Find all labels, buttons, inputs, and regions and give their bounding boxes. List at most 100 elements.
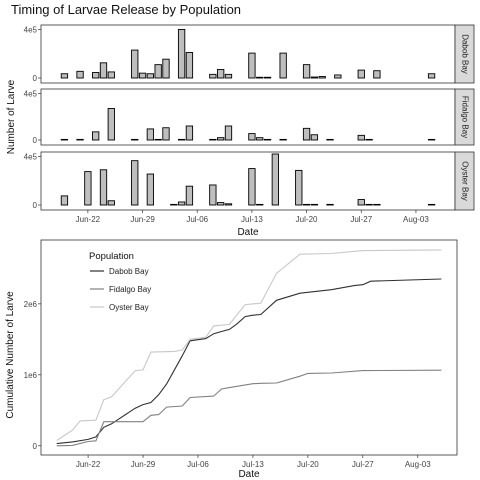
bar-oyster-bay-13 bbox=[256, 203, 264, 206]
y-tick-label: 4e5 bbox=[24, 89, 38, 98]
bar-dabob-bay-10 bbox=[177, 28, 186, 79]
x-tick-label: Jun-22 bbox=[76, 460, 101, 469]
cumulative-line-chart: 0 1e6 2e6 Jun-22 Jun-29 Jul-06 Jul-13 Jul-20 Jul… bbox=[5, 239, 458, 480]
x-tick-label: Aug-03 bbox=[403, 215, 429, 224]
legend-entry: Dabob Bay bbox=[109, 267, 149, 276]
bar-fidalgo-bay-15 bbox=[263, 138, 272, 141]
bar-fidalgo-bay-6 bbox=[154, 138, 162, 141]
bar-fidalgo-bay-19 bbox=[326, 138, 334, 141]
x-tick-label: Jul-27 bbox=[352, 460, 374, 469]
x-tick-label: Jul-06 bbox=[186, 215, 208, 224]
y-tick-label: 4e5 bbox=[24, 152, 38, 161]
bar-fidalgo-bay-21 bbox=[365, 138, 373, 141]
plot-frame bbox=[40, 239, 458, 456]
facet-strip-label: Oyster Bay bbox=[460, 161, 469, 201]
facet-strip bbox=[454, 24, 475, 84]
bar-fidalgo-bay-11 bbox=[217, 137, 225, 141]
x-tick-label: Aug-03 bbox=[405, 460, 431, 469]
y-tick-label: 0 bbox=[33, 136, 38, 145]
bar-fidalgo-bay-4 bbox=[131, 138, 139, 141]
x-axis-title: Date bbox=[238, 469, 260, 480]
y-tick-label: 2e6 bbox=[24, 300, 38, 309]
x-tick-label: Jun-22 bbox=[76, 215, 101, 224]
bar-fidalgo-bay-13 bbox=[248, 133, 256, 141]
bar-dabob-bay-7 bbox=[146, 73, 155, 79]
facet-panel-2: 0 4e5 Oyster Bay bbox=[24, 151, 475, 211]
bar-oyster-bay-7 bbox=[177, 201, 186, 206]
bar-dabob-bay-23 bbox=[357, 69, 365, 79]
bar-fidalgo-bay-16 bbox=[279, 138, 287, 141]
bar-dabob-bay-11 bbox=[185, 52, 194, 79]
y-tick-label: 0 bbox=[33, 74, 38, 83]
bar-fidalgo-bay-12 bbox=[224, 125, 233, 141]
y-tick-label: 4e5 bbox=[24, 25, 38, 34]
legend-title: Population bbox=[89, 251, 134, 262]
x-axis-title: Date bbox=[237, 227, 259, 238]
bar-dabob-bay-22 bbox=[334, 74, 342, 79]
x-tick-label: Jun-29 bbox=[130, 215, 155, 224]
bar-oyster-bay-16 bbox=[302, 203, 311, 206]
y-tick-label: 0 bbox=[33, 442, 38, 451]
facet-bar-chart: 0 4e5 Dabob Bay 0 4e5 Fidalgo Bay 0 4e5 Oyster B… bbox=[6, 24, 475, 238]
bar-oyster-bay-6 bbox=[170, 203, 178, 206]
facet-panel-0: 0 4e5 Dabob Bay bbox=[24, 24, 475, 84]
panel-frame bbox=[40, 88, 456, 146]
x-tick-label: Jul-20 bbox=[296, 215, 318, 224]
bar-fidalgo-bay-0 bbox=[60, 138, 69, 141]
bar-fidalgo-bay-7 bbox=[162, 127, 170, 141]
legend: Population Dabob Bay Fidalgo Bay Oyster Bay bbox=[89, 251, 151, 312]
bar-dabob-bay-17 bbox=[263, 76, 272, 79]
series-line-fidalgo-bay bbox=[56, 369, 442, 447]
bar-oyster-bay-2 bbox=[99, 169, 108, 206]
bar-fidalgo-bay-3 bbox=[107, 108, 115, 141]
bar-dabob-bay-12 bbox=[209, 73, 217, 79]
bar-oyster-bay-4 bbox=[131, 160, 139, 206]
bar-fidalgo-bay-17 bbox=[302, 127, 311, 141]
x-tick-label: Jul-13 bbox=[241, 215, 263, 224]
y-axis-title: Cumulative Number of Larve bbox=[5, 291, 16, 419]
bar-oyster-bay-18 bbox=[326, 203, 334, 206]
bar-dabob-bay-14 bbox=[224, 73, 233, 79]
bar-dabob-bay-18 bbox=[279, 52, 287, 79]
bar-oyster-bay-21 bbox=[373, 203, 381, 206]
facet-strip bbox=[454, 151, 475, 211]
bar-oyster-bay-17 bbox=[310, 203, 319, 206]
x-tick-label: Jul-06 bbox=[187, 460, 209, 469]
bar-oyster-bay-20 bbox=[365, 203, 373, 206]
facet-strip-label: Dabob Bay bbox=[460, 34, 469, 74]
legend-entry: Oyster Bay bbox=[109, 303, 149, 312]
bar-oyster-bay-19 bbox=[357, 199, 365, 206]
figure-title: Timing of Larvae Release by Population bbox=[11, 2, 241, 17]
bar-dabob-bay-24 bbox=[373, 70, 381, 79]
facet-panel-1: 0 4e5 Fidalgo Bay bbox=[24, 88, 475, 146]
x-tick-label: Jul-20 bbox=[297, 460, 319, 469]
bar-oyster-bay-1 bbox=[84, 171, 92, 206]
bar-dabob-bay-1 bbox=[76, 70, 84, 79]
bar-oyster-bay-10 bbox=[217, 202, 225, 206]
bar-dabob-bay-16 bbox=[256, 76, 264, 79]
bar-dabob-bay-4 bbox=[107, 71, 115, 79]
facet-strip-label: Fidalgo Bay bbox=[460, 96, 469, 138]
bar-dabob-bay-13 bbox=[217, 69, 225, 79]
bar-oyster-bay-0 bbox=[60, 195, 69, 206]
facet-strip bbox=[454, 88, 475, 146]
y-axis-title: Number of Larve bbox=[6, 79, 17, 154]
bar-dabob-bay-5 bbox=[131, 49, 139, 79]
bar-dabob-bay-21 bbox=[318, 76, 326, 79]
bar-oyster-bay-14 bbox=[271, 153, 279, 206]
y-tick-label: 0 bbox=[33, 201, 38, 210]
bar-fidalgo-bay-18 bbox=[310, 134, 319, 141]
bar-oyster-bay-15 bbox=[295, 169, 303, 206]
bar-fidalgo-bay-5 bbox=[146, 128, 155, 141]
bar-dabob-bay-3 bbox=[99, 62, 108, 79]
legend-entry: Fidalgo Bay bbox=[109, 285, 151, 294]
bar-dabob-bay-15 bbox=[248, 52, 256, 79]
bar-fidalgo-bay-1 bbox=[76, 138, 84, 141]
series-line-dabob-bay bbox=[56, 278, 442, 445]
y-tick-label: 1e6 bbox=[24, 371, 38, 380]
x-tick-label: Jun-29 bbox=[131, 460, 156, 469]
bar-fidalgo-bay-20 bbox=[357, 134, 365, 141]
bar-oyster-bay-12 bbox=[248, 168, 256, 206]
bar-fidalgo-bay-2 bbox=[92, 131, 100, 141]
bar-dabob-bay-2 bbox=[92, 72, 100, 79]
